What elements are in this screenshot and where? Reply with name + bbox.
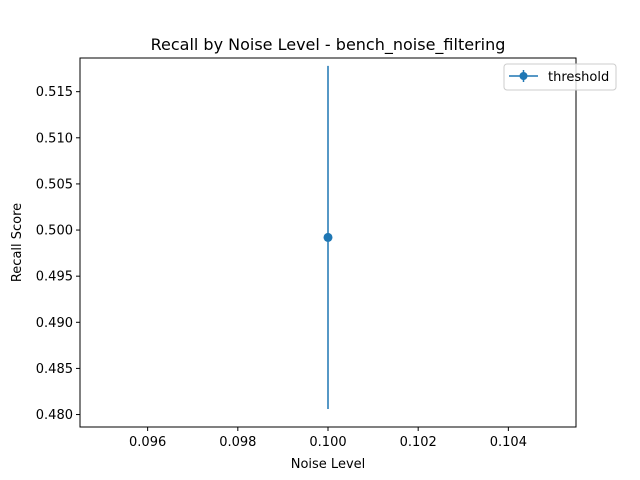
- axes-frame: [79, 57, 577, 428]
- x-tick-label: 0.104: [490, 435, 527, 450]
- legend: threshold: [503, 63, 617, 91]
- x-tick-label: 0.100: [309, 435, 346, 450]
- legend-box: [503, 63, 617, 91]
- y-tick-label: 0.505: [36, 177, 73, 192]
- x-tick-label: 0.102: [400, 435, 437, 450]
- data-point-threshold: [323, 232, 333, 242]
- y-tick-label: 0.495: [36, 270, 73, 285]
- y-axis-label: Recall Score: [10, 203, 25, 282]
- x-axis-ticks: 0.096 0.098 0.100 0.102 0.104: [129, 427, 527, 450]
- legend-marker-threshold: [519, 72, 528, 80]
- y-tick-label: 0.485: [36, 362, 73, 377]
- y-tick-label: 0.490: [36, 316, 73, 331]
- y-tick-label: 0.510: [36, 131, 73, 146]
- plot-area: [323, 65, 333, 410]
- legend-label-threshold: threshold: [548, 70, 609, 85]
- chart-title: Recall by Noise Level - bench_noise_filt…: [151, 35, 506, 55]
- x-tick-label: 0.096: [129, 435, 166, 450]
- y-tick-label: 0.480: [36, 408, 73, 423]
- x-axis-label: Noise Level: [291, 457, 366, 472]
- y-tick-label: 0.500: [36, 224, 73, 239]
- y-tick-label: 0.515: [36, 85, 73, 100]
- y-axis-ticks: 0.480 0.485 0.490 0.495 0.500 0.505 0.510 0.515: [36, 85, 80, 423]
- x-tick-label: 0.098: [219, 435, 256, 450]
